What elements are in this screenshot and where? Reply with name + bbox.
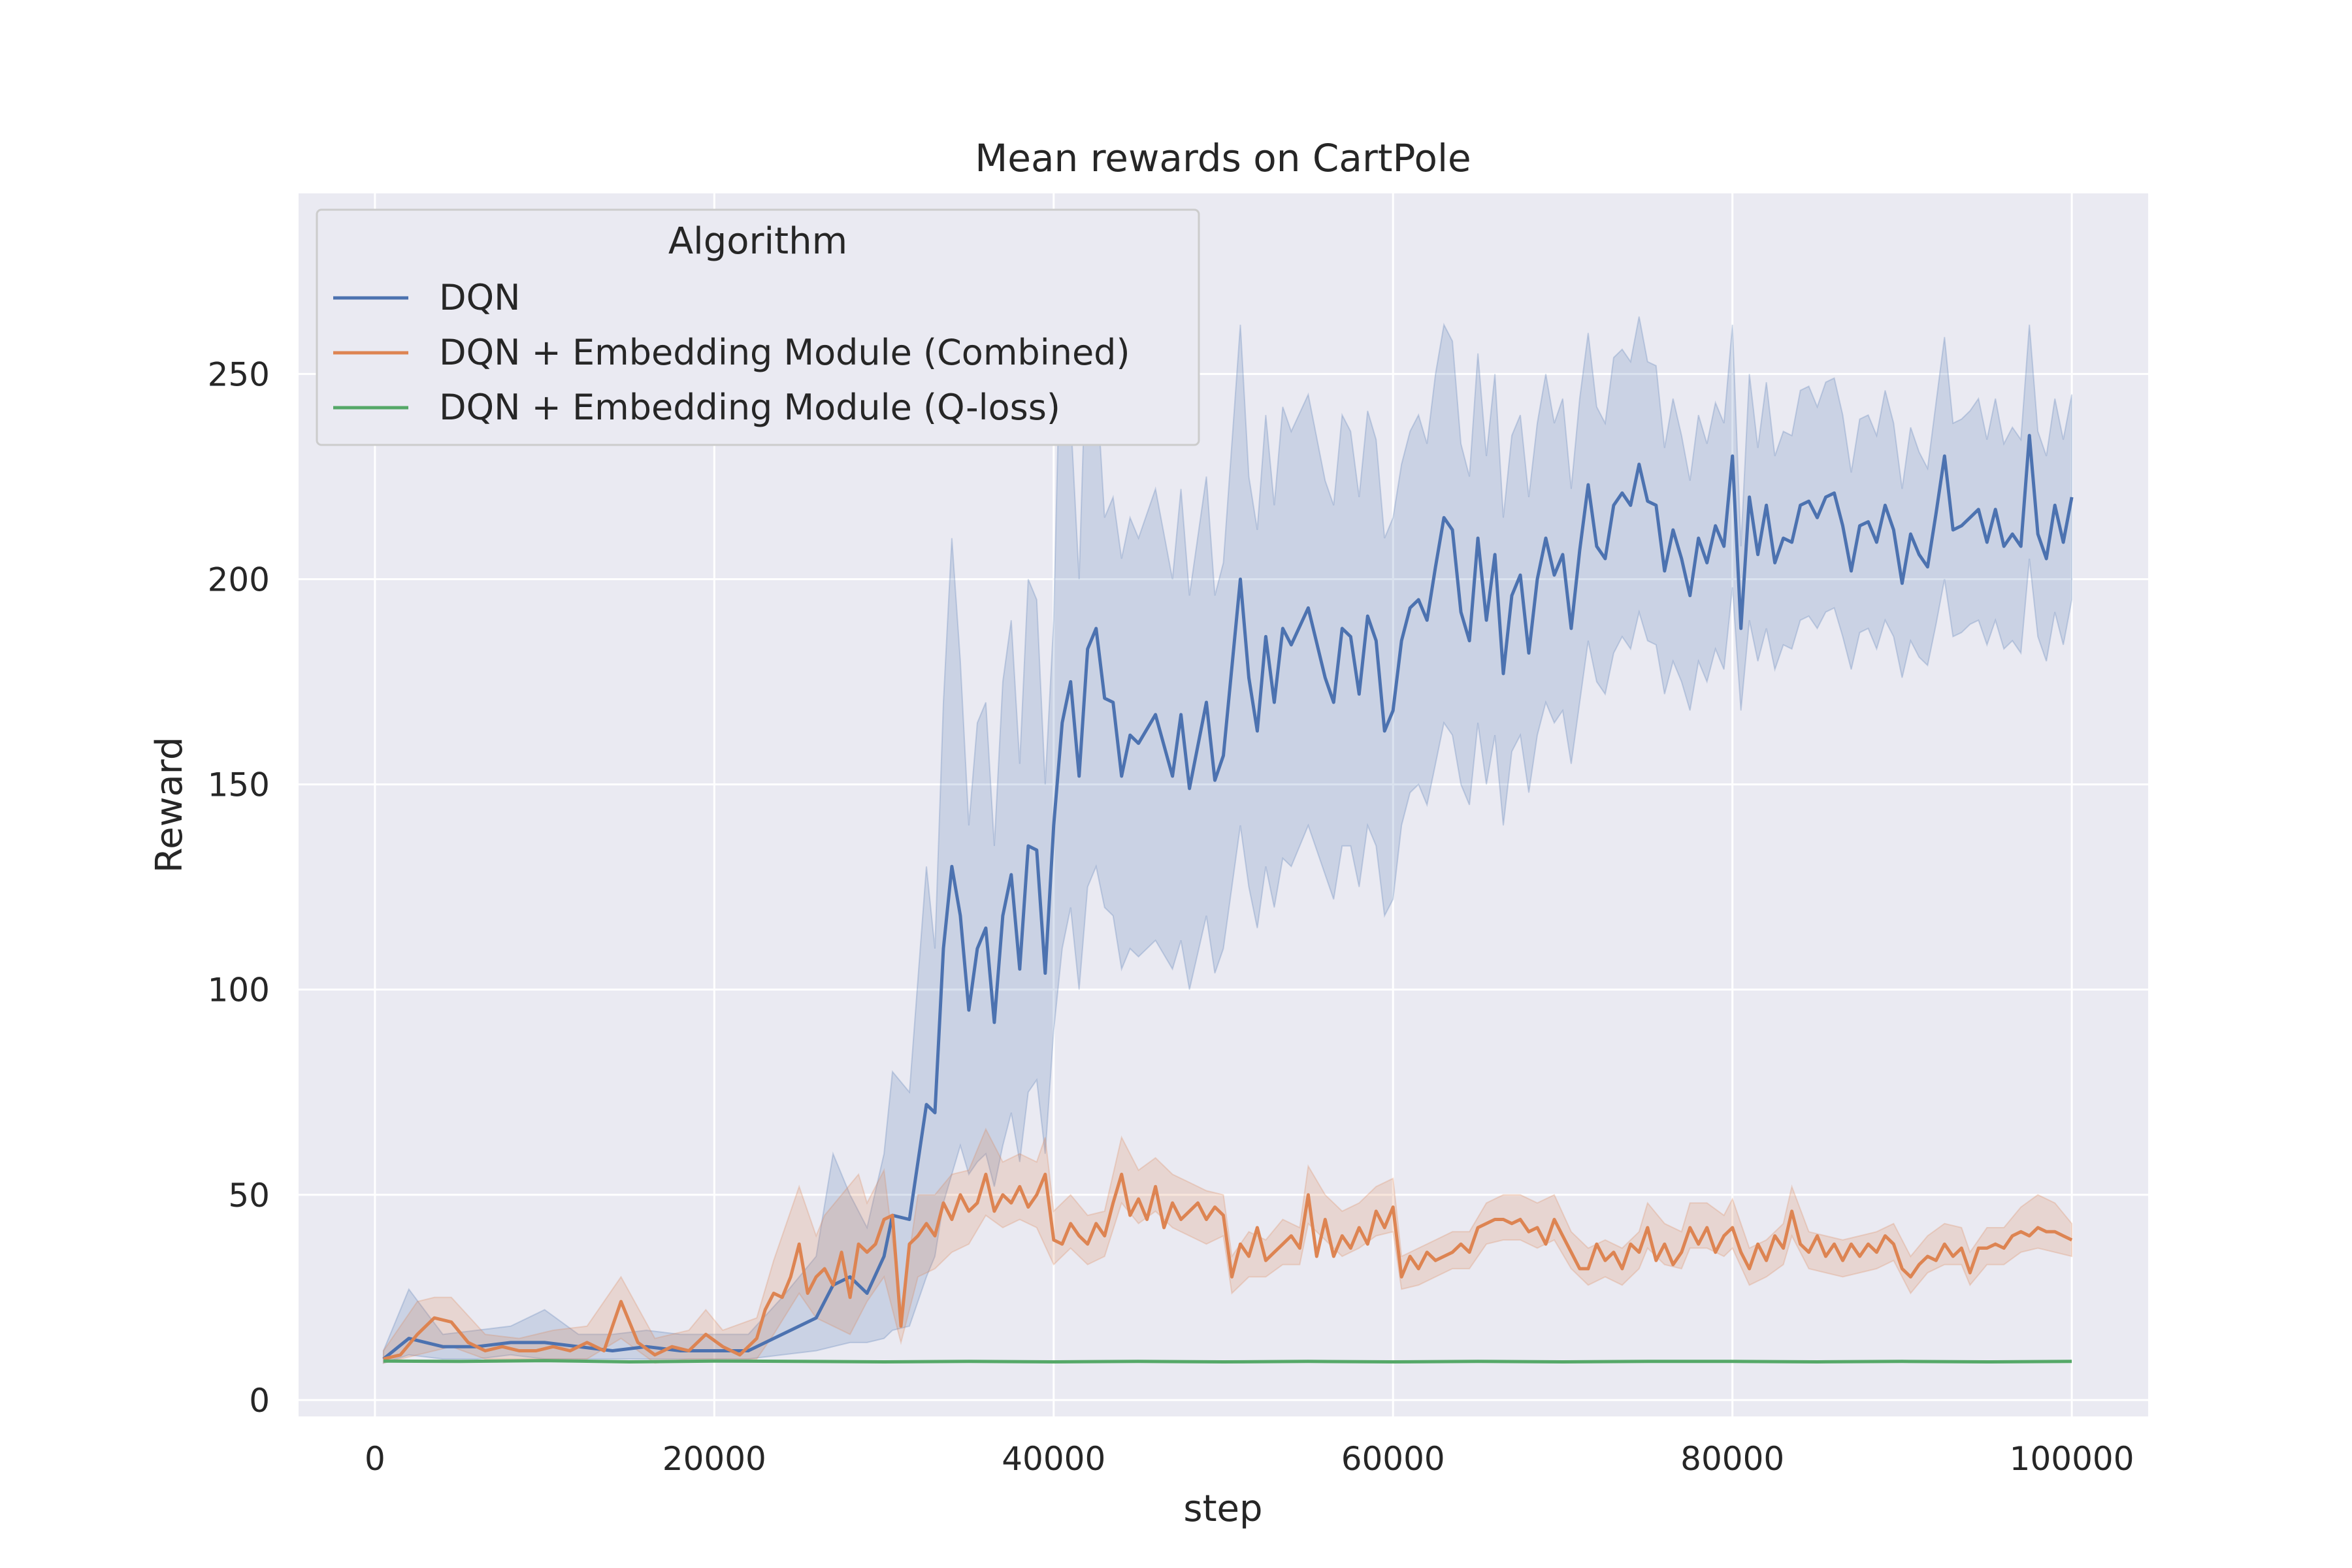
legend-entry-dqn: DQN — [439, 277, 520, 318]
chart-title: Mean rewards on CartPole — [975, 136, 1471, 180]
y-axis-label: Reward — [148, 737, 191, 874]
legend-box — [316, 208, 1200, 446]
y-tick-label: 250 — [208, 355, 270, 393]
series-line-dqn-embedding-module-combined — [383, 1172, 2073, 1361]
series-line-dqn — [382, 434, 2074, 1361]
x-tick-label: 0 — [365, 1440, 385, 1478]
x-tick-label: 80000 — [1680, 1440, 1784, 1478]
legend-entry-combined: DQN + Embedding Module (Combined) — [439, 332, 1130, 373]
x-tick-label: 40000 — [1002, 1440, 1105, 1478]
x-tick-label: 20000 — [662, 1440, 766, 1478]
y-tick-label: 200 — [208, 561, 270, 598]
legend-title: Algorithm — [668, 220, 847, 263]
x-axis-label: step — [1183, 1488, 1262, 1530]
series-lines — [382, 434, 2074, 1364]
ci-band-dqn — [382, 259, 2073, 1364]
tick-labels: 0 20000 40000 60000 80000 100000 0 50 100 150 200 2… — [208, 355, 2134, 1478]
y-tick-label: 150 — [208, 766, 270, 804]
y-tick-label: 100 — [208, 972, 270, 1009]
x-tick-label: 60000 — [1341, 1440, 1445, 1478]
y-tick-label: 50 — [228, 1177, 270, 1215]
legend: Algorithm DQN DQN + Embedding Module (Co… — [316, 208, 1200, 446]
series-line-dqn-embedding-module-q-loss — [383, 1359, 2072, 1364]
x-tick-label: 100000 — [2010, 1440, 2134, 1478]
legend-entry-qloss: DQN + Embedding Module (Q-loss) — [439, 387, 1060, 428]
y-tick-label: 0 — [249, 1382, 270, 1420]
